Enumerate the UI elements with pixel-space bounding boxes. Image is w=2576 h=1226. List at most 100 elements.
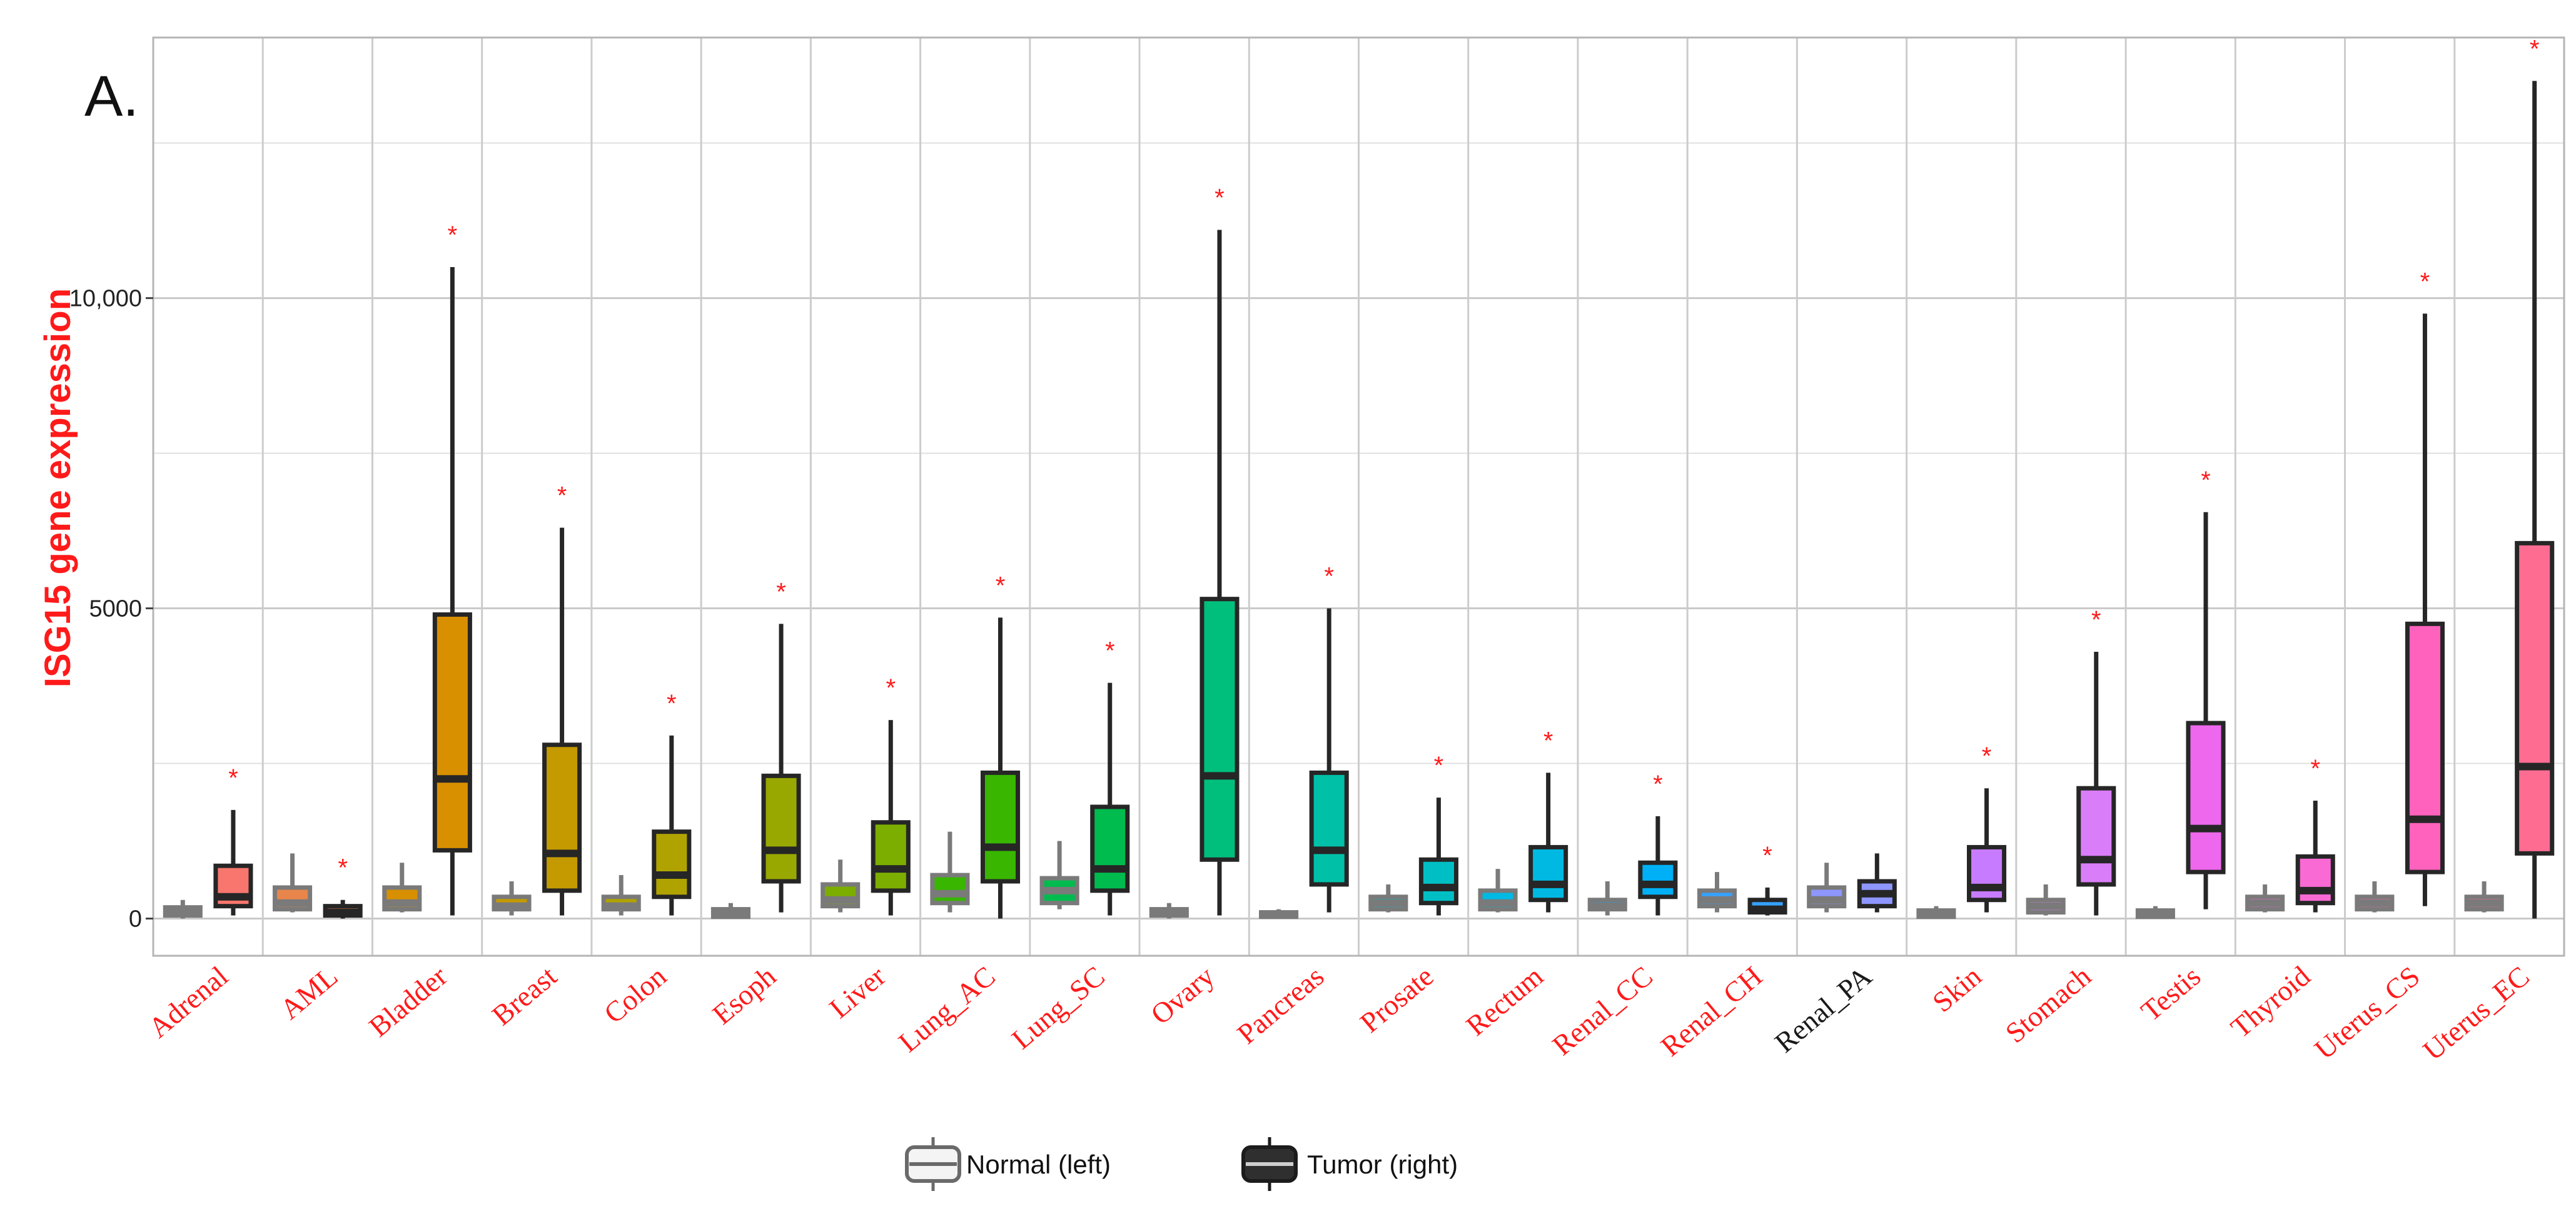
significance-star: * [2091, 606, 2101, 634]
box-iqr [1967, 844, 2007, 903]
box-tumor [1200, 230, 1240, 916]
significance-star: * [996, 572, 1006, 599]
box-tumor [2186, 512, 2226, 909]
x-tick-label: Rectum [1460, 960, 1549, 1041]
category-esoph [710, 624, 801, 919]
legend-normal-icon [905, 1137, 961, 1191]
category-rectum [1478, 773, 1568, 913]
box-normal [1039, 841, 1079, 909]
box-normal [2245, 884, 2285, 913]
box-tumor [871, 720, 911, 916]
box-normal [710, 903, 750, 919]
category-skin [1916, 788, 2007, 919]
x-tick-label: Pancreas [1231, 960, 1330, 1050]
category-bladder [382, 267, 472, 916]
x-tick-label: Renal_CH [1655, 960, 1769, 1063]
y-tick-label: 0 [129, 906, 142, 932]
significance-star: * [1105, 637, 1115, 665]
category-prosate [1368, 798, 1458, 916]
box-iqr [542, 742, 582, 893]
x-tick-label: Breast [486, 960, 563, 1031]
box-normal [1478, 869, 1518, 913]
box-tumor [432, 267, 472, 916]
box-normal [492, 881, 532, 916]
category-lung-sc [1039, 682, 1130, 916]
x-axis-labels: Adrenal AML Bladder Breast Colon Esoph Liver Lu… [143, 960, 2535, 1066]
x-tick-label: Prosate [1354, 960, 1440, 1039]
box-normal [1149, 903, 1189, 919]
significance-star: * [1324, 563, 1334, 590]
category-pancreas [1259, 608, 1349, 919]
box-iqr [1638, 860, 1678, 899]
x-tick-label: Testis [2135, 960, 2206, 1028]
box-normal [1697, 872, 1737, 913]
box-iqr [2405, 621, 2445, 874]
box-tumor [2405, 313, 2445, 906]
significance-star: * [1434, 752, 1444, 779]
category-renal-cc [1587, 816, 1678, 916]
box-tumor [2076, 651, 2116, 916]
box-normal [2026, 884, 2066, 916]
box-tumor [323, 899, 363, 919]
x-tick-label: AML [274, 960, 343, 1026]
category-colon [601, 735, 692, 916]
category-aml [273, 853, 363, 919]
box-iqr [871, 820, 911, 893]
box-tumor [1528, 773, 1568, 913]
x-tick-label: Lung_SC [1006, 960, 1111, 1055]
box-normal [1587, 881, 1627, 916]
x-tick-label: Thyroid [2225, 960, 2316, 1044]
y-tick-label: 10,000 [69, 286, 142, 312]
box-normal [930, 831, 970, 913]
category-renal-ch [1697, 872, 1787, 916]
box-tumor [980, 617, 1021, 919]
box-tumor [2295, 801, 2335, 913]
y-axis-ticks: 0 5000 10,000 [69, 286, 153, 932]
panel-label: A. [84, 64, 139, 128]
x-tick-label: Ovary [1144, 960, 1220, 1031]
box-iqr [2186, 721, 2226, 874]
box-normal [821, 859, 861, 913]
box-tumor [213, 809, 253, 916]
box-tumor [761, 624, 801, 913]
box-normal [2464, 881, 2504, 913]
category-testis [2135, 512, 2226, 919]
box-iqr [1309, 770, 1349, 887]
box-tumor [1090, 682, 1130, 916]
significance-markers: * * * * * * * * * * * * * * * * * * * * * [228, 35, 2539, 881]
box-iqr [2295, 854, 2335, 906]
box-tumor [1857, 853, 1897, 913]
significance-star: * [1215, 184, 1225, 211]
category-stomach [2026, 651, 2116, 916]
significance-star: * [1982, 742, 1992, 770]
significance-star: * [2201, 467, 2211, 494]
box-tumor [652, 735, 692, 916]
category-thyroid [2245, 801, 2335, 913]
box-tumor [1967, 788, 2007, 913]
box-normal [163, 899, 203, 919]
significance-star: * [667, 690, 677, 717]
category-uterus-cs [2355, 313, 2445, 913]
x-tick-label: Uterus_CS [2308, 960, 2425, 1066]
box-normal [2355, 881, 2395, 913]
significance-star: * [776, 578, 786, 605]
x-tick-label: Uterus_EC [2417, 960, 2535, 1066]
significance-star: * [228, 764, 238, 792]
box-normal [601, 875, 641, 916]
legend-normal-label: Normal (left) [966, 1150, 1111, 1179]
category-ovary [1149, 230, 1240, 919]
plot-frame [152, 36, 2565, 957]
x-tick-label: Renal_PA [1769, 960, 1877, 1059]
significance-star: * [1762, 842, 1772, 869]
legend-tumor-icon [1241, 1137, 1298, 1191]
significance-star: * [2310, 755, 2320, 783]
significance-star: * [557, 482, 567, 510]
box-iqr [1528, 844, 1568, 903]
box-plots [163, 81, 2555, 919]
significance-star: * [886, 674, 896, 702]
box-normal [382, 863, 422, 913]
box-tumor [1418, 798, 1458, 916]
box-tumor [2515, 81, 2555, 919]
box-normal [1259, 909, 1299, 919]
